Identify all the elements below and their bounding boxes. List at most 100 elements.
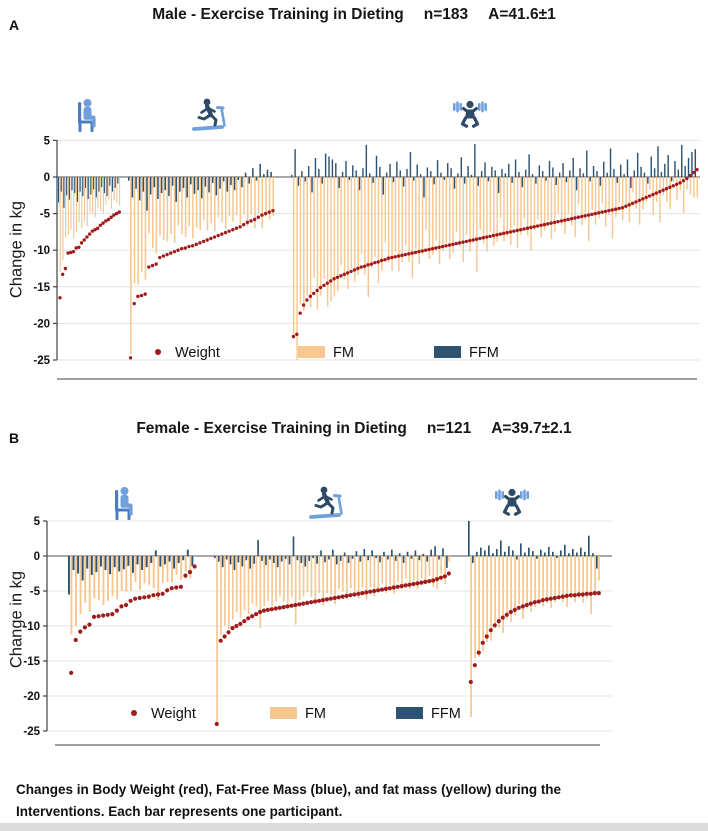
weight-dot xyxy=(356,591,361,596)
fm-bar xyxy=(586,556,588,598)
fm-bar xyxy=(502,556,504,633)
ffm-bar xyxy=(497,177,500,194)
weight-dot xyxy=(518,228,523,232)
ffm-bar xyxy=(74,177,76,194)
ffm-bar xyxy=(580,547,582,556)
fm-bar xyxy=(520,177,522,235)
weight-dot xyxy=(190,244,195,248)
weight-dot xyxy=(446,571,451,576)
ffm-bar xyxy=(190,177,192,185)
weight-dot xyxy=(617,206,621,211)
weight-dot xyxy=(454,241,458,246)
ffm-bar xyxy=(484,550,486,556)
fm-bar xyxy=(496,177,498,242)
ffm-bar xyxy=(237,556,240,563)
ffm-bar xyxy=(640,166,642,177)
weight-dot xyxy=(205,238,209,242)
fm-bar xyxy=(618,177,620,203)
ffm-bar xyxy=(434,546,436,556)
weight-dot xyxy=(132,301,136,306)
weight-dot xyxy=(154,262,158,266)
weight-dot xyxy=(434,577,440,582)
ffm-bar xyxy=(589,177,591,182)
ffm-bar xyxy=(214,556,216,559)
fm-bar xyxy=(259,556,262,629)
fm-bar xyxy=(283,556,285,602)
ffm-bar xyxy=(241,556,244,567)
fm-bar xyxy=(287,556,289,604)
fm-bar xyxy=(615,177,617,218)
weight-dot xyxy=(393,255,397,259)
fm-bar xyxy=(313,177,315,279)
ffm-bar xyxy=(687,157,690,177)
weight-dot xyxy=(216,233,220,238)
ffm-bar xyxy=(572,549,574,556)
weight-dot xyxy=(502,231,506,236)
ffm-bar xyxy=(433,177,435,185)
weight-dot xyxy=(430,247,435,251)
fm-bar xyxy=(231,556,234,620)
fm-bar xyxy=(469,177,471,252)
fm-bar xyxy=(562,556,564,603)
ffm-bar xyxy=(233,177,236,191)
weight-dot xyxy=(573,216,577,220)
fm-bar xyxy=(235,177,238,216)
weight-dot xyxy=(230,626,235,631)
ffm-bar xyxy=(440,172,442,177)
ffm-bar xyxy=(430,549,432,556)
ffm-bar xyxy=(535,177,537,184)
weight-dot xyxy=(93,228,97,232)
weight-dot xyxy=(630,201,635,206)
fm-bar xyxy=(130,177,132,355)
fm-bar xyxy=(224,177,227,229)
weight-dot xyxy=(209,236,213,241)
ffm-bar xyxy=(541,171,544,177)
ffm-bar xyxy=(292,536,295,556)
fm-bar xyxy=(518,556,520,605)
ffm-bar xyxy=(217,556,220,562)
weight-dot xyxy=(387,586,392,591)
weight-dot xyxy=(223,230,228,235)
ffm-bar xyxy=(588,535,590,556)
weight-dot xyxy=(222,634,227,639)
ffm-bar xyxy=(273,556,275,563)
legend-fm-swatch xyxy=(298,346,325,358)
ffm-bar xyxy=(308,556,311,561)
fm-bar xyxy=(537,177,539,220)
fm-bar xyxy=(161,556,164,584)
weight-dot xyxy=(464,239,469,244)
weight-dot xyxy=(478,236,482,241)
weight-dot xyxy=(695,167,699,172)
fm-bar xyxy=(628,177,631,223)
ffm-bar xyxy=(100,556,102,567)
weight-dot xyxy=(90,229,95,233)
fm-bar xyxy=(428,177,431,259)
ffm-bar xyxy=(419,174,422,177)
fm-bar xyxy=(594,177,597,225)
fm-bar xyxy=(243,177,245,215)
fm-bar xyxy=(152,556,155,589)
fm-bar xyxy=(306,177,308,296)
weight-dot xyxy=(289,603,294,608)
ffm-bar xyxy=(516,556,518,560)
fm-bar xyxy=(594,556,596,596)
ffm-bar xyxy=(409,152,412,177)
ffm-bar xyxy=(103,177,105,194)
y-tick-label: -20 xyxy=(23,691,40,703)
fm-bar xyxy=(333,177,336,297)
fm-bar xyxy=(116,177,118,203)
ffm-bar xyxy=(153,177,156,188)
weight-dot xyxy=(568,593,573,598)
ffm-bar xyxy=(211,177,214,183)
y-tick-label: -5 xyxy=(30,586,41,598)
weight-dot xyxy=(447,243,452,247)
weight-dot xyxy=(415,581,420,586)
ffm-bar xyxy=(301,171,303,177)
fm-bar xyxy=(292,177,295,339)
weight-dot xyxy=(142,595,147,600)
weight-dot xyxy=(250,614,255,619)
fm-bar xyxy=(676,177,678,201)
weight-dot xyxy=(542,222,547,227)
y-tick-label: -15 xyxy=(33,282,50,294)
ffm-bar xyxy=(410,556,413,559)
